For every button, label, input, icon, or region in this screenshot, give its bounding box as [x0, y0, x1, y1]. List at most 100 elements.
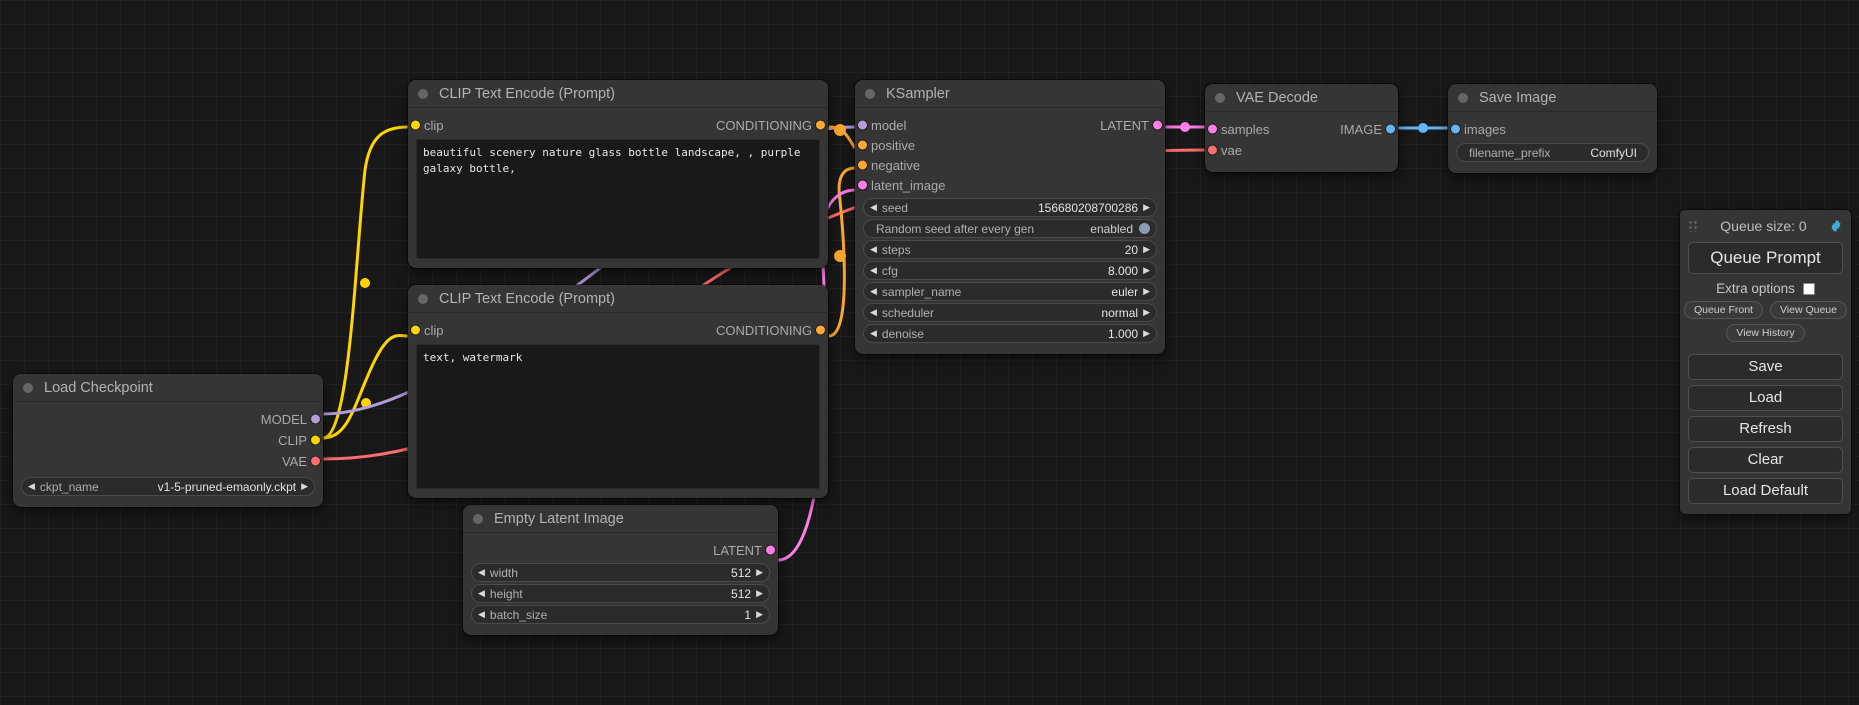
widget-steps[interactable]: ◀ steps 20 ▶: [863, 240, 1157, 259]
image-port-icon[interactable]: [1451, 124, 1460, 134]
input-slot-clip[interactable]: clip: [408, 320, 444, 340]
increment-arrow-icon[interactable]: ▶: [1143, 307, 1150, 317]
increment-arrow-icon[interactable]: ▶: [301, 481, 308, 491]
output-slot-latent[interactable]: LATENT: [713, 540, 778, 560]
collapse-dot-icon[interactable]: [1215, 92, 1225, 103]
widget-seed[interactable]: ◀ seed 156680208700286 ▶: [863, 198, 1157, 217]
prompt-textarea[interactable]: beautiful scenery nature glass bottle la…: [416, 139, 820, 259]
decrement-arrow-icon[interactable]: ◀: [478, 567, 485, 577]
widget-denoise[interactable]: ◀ denoise 1.000 ▶: [863, 324, 1157, 343]
widget-sampler-name[interactable]: ◀ sampler_name euler ▶: [863, 282, 1157, 301]
node-load-checkpoint[interactable]: Load Checkpoint MODEL CLIP VAE ◀ ckp: [13, 374, 323, 507]
collapse-dot-icon[interactable]: [418, 88, 428, 99]
increment-arrow-icon[interactable]: ▶: [1143, 265, 1150, 275]
clip-port-icon[interactable]: [411, 325, 420, 335]
node-title-bar[interactable]: Load Checkpoint: [13, 374, 323, 402]
increment-arrow-icon[interactable]: ▶: [1143, 328, 1150, 338]
input-slot-vae[interactable]: vae: [1205, 140, 1242, 160]
load-button[interactable]: Load: [1688, 385, 1843, 411]
output-slot-latent[interactable]: LATENT: [1100, 115, 1165, 135]
node-title-bar[interactable]: KSampler: [855, 80, 1165, 108]
increment-arrow-icon[interactable]: ▶: [756, 588, 763, 598]
decrement-arrow-icon[interactable]: ◀: [870, 244, 877, 254]
increment-arrow-icon[interactable]: ▶: [1143, 286, 1150, 296]
queue-front-button[interactable]: Queue Front: [1684, 301, 1763, 319]
latent-port-icon[interactable]: [766, 545, 775, 555]
decrement-arrow-icon[interactable]: ◀: [478, 609, 485, 619]
input-slot-positive[interactable]: positive: [855, 135, 915, 155]
clip-port-icon[interactable]: [411, 120, 420, 130]
node-title-bar[interactable]: Empty Latent Image: [463, 505, 778, 533]
model-port-icon[interactable]: [311, 414, 320, 424]
output-slot-vae[interactable]: VAE: [282, 451, 323, 471]
latent-port-icon[interactable]: [858, 180, 867, 190]
input-slot-model[interactable]: model: [855, 115, 906, 135]
decrement-arrow-icon[interactable]: ◀: [870, 265, 877, 275]
decrement-arrow-icon[interactable]: ◀: [870, 286, 877, 296]
decrement-arrow-icon[interactable]: ◀: [870, 307, 877, 317]
image-port-icon[interactable]: [1386, 124, 1395, 134]
drag-handle-icon[interactable]: [1688, 220, 1698, 232]
toggle-knob-icon[interactable]: [1139, 223, 1150, 234]
save-button[interactable]: Save: [1688, 354, 1843, 380]
view-queue-button[interactable]: View Queue: [1769, 301, 1847, 319]
decrement-arrow-icon[interactable]: ◀: [28, 481, 35, 491]
widget-filename-prefix[interactable]: filename_prefix ComfyUI: [1456, 143, 1649, 162]
load-default-button[interactable]: Load Default: [1688, 478, 1843, 504]
input-slot-negative[interactable]: negative: [855, 155, 920, 175]
extra-options-row[interactable]: Extra options: [1688, 281, 1843, 296]
collapse-dot-icon[interactable]: [473, 513, 483, 524]
collapse-dot-icon[interactable]: [1458, 92, 1468, 103]
vae-port-icon[interactable]: [1208, 145, 1217, 155]
widget-width[interactable]: ◀ width 512 ▶: [471, 563, 770, 582]
widget-random-seed-toggle[interactable]: Random seed after every gen enabled: [863, 219, 1157, 238]
gear-icon[interactable]: [1829, 219, 1843, 233]
node-title-bar[interactable]: CLIP Text Encode (Prompt): [408, 285, 828, 313]
widget-scheduler[interactable]: ◀ scheduler normal ▶: [863, 303, 1157, 322]
prompt-textarea[interactable]: text, watermark: [416, 344, 820, 489]
input-slot-samples[interactable]: samples: [1205, 119, 1269, 139]
clear-button[interactable]: Clear: [1688, 447, 1843, 473]
node-title-bar[interactable]: CLIP Text Encode (Prompt): [408, 80, 828, 108]
output-slot-conditioning[interactable]: CONDITIONING: [716, 320, 828, 340]
widget-cfg[interactable]: ◀ cfg 8.000 ▶: [863, 261, 1157, 280]
node-clip-text-encode-positive[interactable]: CLIP Text Encode (Prompt) clip CONDITION…: [408, 80, 828, 268]
conditioning-port-icon[interactable]: [858, 140, 867, 150]
latent-port-icon[interactable]: [1153, 120, 1162, 130]
decrement-arrow-icon[interactable]: ◀: [870, 328, 877, 338]
node-empty-latent-image[interactable]: Empty Latent Image LATENT ◀ width 512 ▶ …: [463, 505, 778, 635]
clip-port-icon[interactable]: [311, 435, 320, 445]
extra-options-checkbox[interactable]: [1802, 282, 1815, 295]
model-port-icon[interactable]: [858, 120, 867, 130]
input-slot-latent-image[interactable]: latent_image: [855, 175, 945, 195]
widget-ckpt-name[interactable]: ◀ ckpt_name v1-5-pruned-emaonly.ckpt ▶: [21, 477, 315, 496]
node-vae-decode[interactable]: VAE Decode samples vae IMAGE: [1205, 84, 1398, 172]
output-slot-clip[interactable]: CLIP: [278, 430, 323, 450]
queue-prompt-button[interactable]: Queue Prompt: [1688, 242, 1843, 274]
comfy-menu-panel[interactable]: Queue size: 0 Queue Prompt Extra options…: [1680, 210, 1851, 514]
output-slot-conditioning[interactable]: CONDITIONING: [716, 115, 828, 135]
decrement-arrow-icon[interactable]: ◀: [478, 588, 485, 598]
decrement-arrow-icon[interactable]: ◀: [870, 202, 877, 212]
conditioning-port-icon[interactable]: [816, 120, 825, 130]
conditioning-port-icon[interactable]: [816, 325, 825, 335]
conditioning-port-icon[interactable]: [858, 160, 867, 170]
input-slot-images[interactable]: images: [1448, 119, 1506, 139]
node-save-image[interactable]: Save Image images filename_prefix ComfyU…: [1448, 84, 1657, 173]
view-history-button[interactable]: View History: [1726, 324, 1805, 342]
collapse-dot-icon[interactable]: [418, 293, 428, 304]
node-ksampler[interactable]: KSampler model positive negative lat: [855, 80, 1165, 354]
collapse-dot-icon[interactable]: [23, 382, 33, 393]
vae-port-icon[interactable]: [311, 456, 320, 466]
output-slot-image[interactable]: IMAGE: [1340, 119, 1398, 139]
latent-port-icon[interactable]: [1208, 124, 1217, 134]
widget-batch-size[interactable]: ◀ batch_size 1 ▶: [471, 605, 770, 624]
node-title-bar[interactable]: Save Image: [1448, 84, 1657, 112]
output-slot-model[interactable]: MODEL: [261, 409, 323, 429]
input-slot-clip[interactable]: clip: [408, 115, 444, 135]
increment-arrow-icon[interactable]: ▶: [1143, 244, 1150, 254]
increment-arrow-icon[interactable]: ▶: [756, 567, 763, 577]
node-title-bar[interactable]: VAE Decode: [1205, 84, 1398, 112]
increment-arrow-icon[interactable]: ▶: [756, 609, 763, 619]
